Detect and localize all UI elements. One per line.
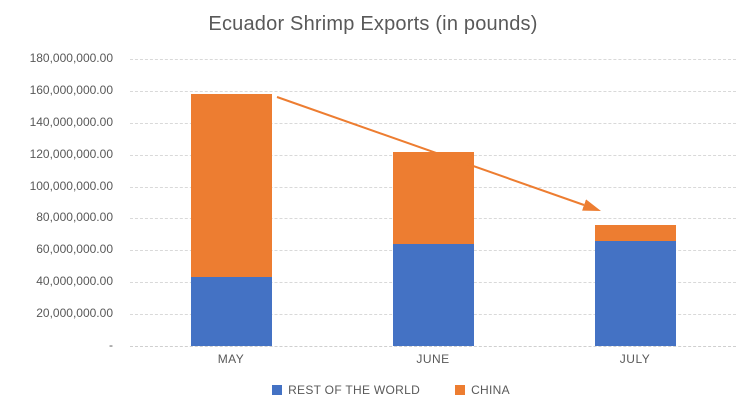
x-axis-label-june: JUNE <box>416 352 450 366</box>
y-axis-tick-label: 120,000,000.00 <box>29 146 113 161</box>
y-axis-tick-label: 20,000,000.00 <box>36 306 113 321</box>
legend-item-rest-of-the-world: REST OF THE WORLD <box>272 383 420 397</box>
x-axis-label-july: JULY <box>619 352 651 366</box>
legend-swatch-icon <box>455 385 466 395</box>
gridline <box>130 59 736 60</box>
legend-label: REST OF THE WORLD <box>288 383 421 397</box>
x-axis-baseline <box>130 346 736 347</box>
bar-segment-china-july <box>594 224 676 241</box>
legend-item-china: CHINA <box>455 383 510 397</box>
y-axis-tick-label: 180,000,000.00 <box>29 51 113 65</box>
x-axis-label-may: MAY <box>217 352 245 366</box>
bar-segment-rest-of-the-world-june <box>392 243 474 346</box>
y-axis-tick-label: 60,000,000.00 <box>36 242 113 257</box>
legend-swatch-icon <box>272 385 283 395</box>
bar-segment-china-june <box>392 151 474 244</box>
y-axis-tick-label: - <box>109 338 113 352</box>
chart-title: Ecuador Shrimp Exports (in pounds) <box>208 13 538 35</box>
plot-area <box>130 59 736 347</box>
gridline <box>130 90 736 92</box>
y-axis-tick-label: 80,000,000.00 <box>36 210 113 225</box>
legend-label: CHINA <box>471 383 510 397</box>
y-axis-tick-label: 100,000,000.00 <box>29 178 113 193</box>
bar-segment-china-may <box>190 94 272 278</box>
y-axis-tick-label: 160,000,000.00 <box>29 82 113 97</box>
legend: REST OF THE WORLD CHINA <box>0 383 746 397</box>
bar-segment-rest-of-the-world-may <box>190 277 272 346</box>
bar-segment-rest-of-the-world-july <box>594 240 676 346</box>
y-axis-tick-label: 40,000,000.00 <box>36 274 113 289</box>
y-axis-tick-label: 140,000,000.00 <box>29 114 113 129</box>
